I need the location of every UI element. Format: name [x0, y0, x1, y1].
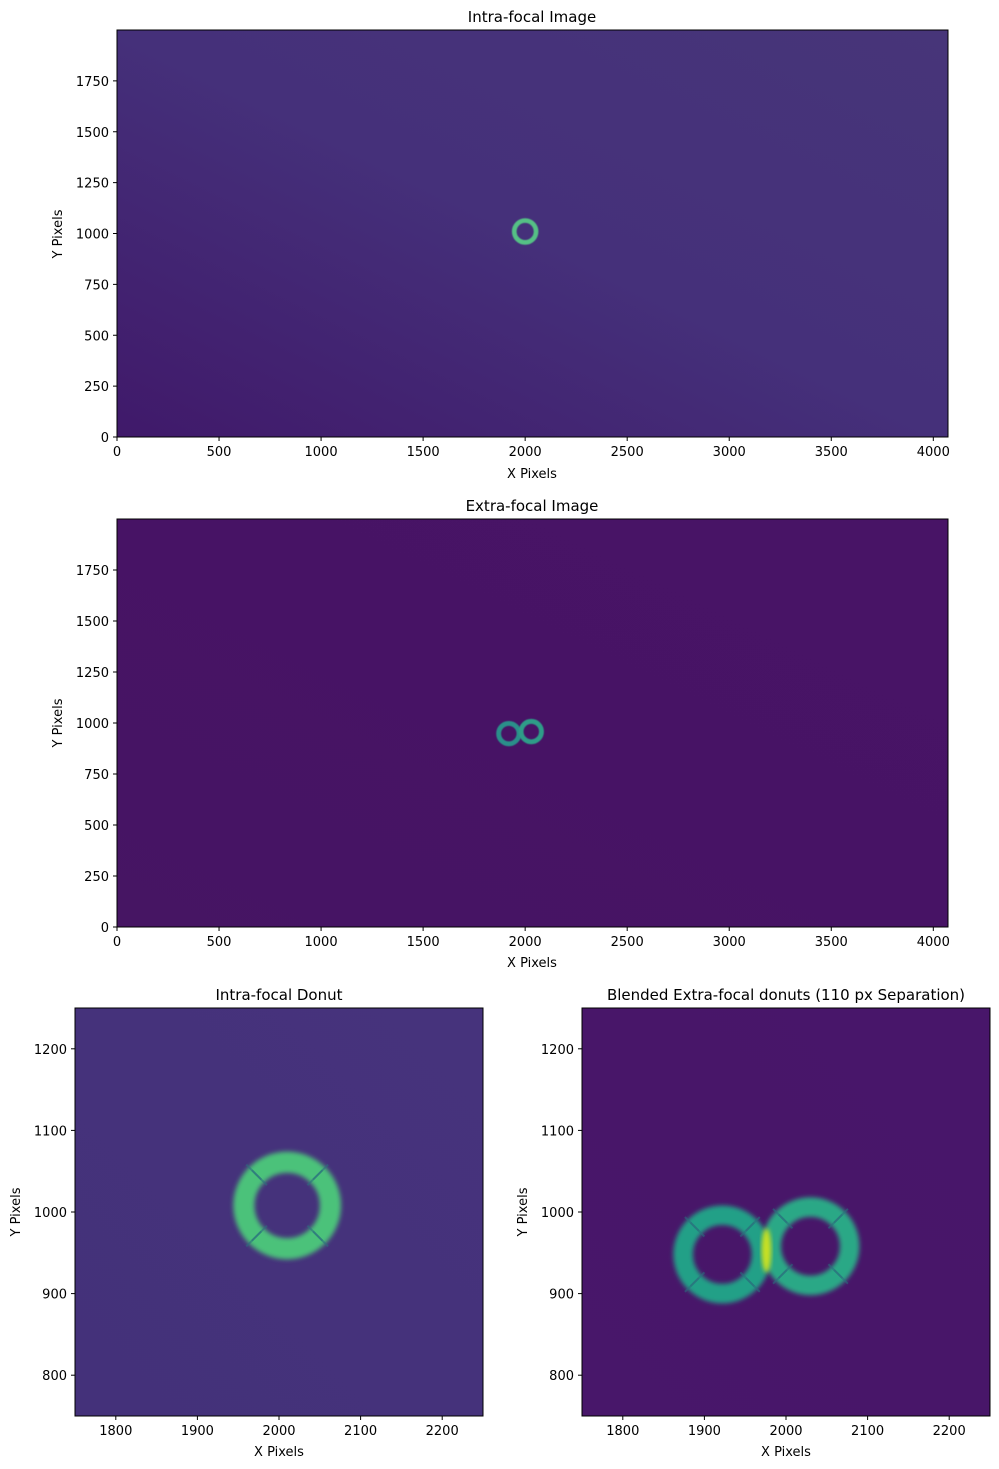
- x-tick-label: 1900: [181, 1424, 214, 1439]
- image-area: [117, 519, 948, 927]
- y-tick-label: 1000: [34, 1206, 67, 1221]
- y-tick-label: 0: [101, 431, 109, 446]
- panel-title: Intra-focal Image: [468, 8, 596, 26]
- y-tick-label: 750: [84, 768, 109, 783]
- panel-title: Blended Extra-focal donuts (110 px Separ…: [607, 986, 965, 1004]
- x-tick-label: 4000: [917, 445, 950, 460]
- panel-extra-donuts: Blended Extra-focal donuts (110 px Separ…: [516, 986, 991, 1460]
- x-tick-label: 2000: [509, 935, 542, 950]
- vane-shadow-4-2: [745, 1277, 761, 1293]
- x-tick-label: 500: [207, 935, 232, 950]
- x-tick-label: 2000: [509, 445, 542, 460]
- y-tick-label: 500: [84, 329, 109, 344]
- image-background: [75, 1008, 483, 1416]
- y-axis-label: Y Pixels: [9, 1187, 24, 1237]
- y-axis-label: Y Pixels: [516, 1187, 531, 1237]
- overlap-region: [761, 1228, 772, 1273]
- y-tick-label: 1750: [76, 75, 109, 90]
- x-axis-label: X Pixels: [507, 467, 557, 482]
- y-tick-label: 800: [549, 1369, 574, 1384]
- y-tick-label: 250: [84, 380, 109, 395]
- vane-shadow-2-2: [772, 1208, 788, 1224]
- panel-title: Extra-focal Image: [466, 497, 599, 515]
- x-tick-label: 3500: [815, 445, 848, 460]
- panel-intra-image: Intra-focal Image Y Pixels X Pixels 0 500…: [51, 8, 950, 482]
- panel-title: Intra-focal Donut: [215, 986, 342, 1004]
- y-tick-label: 1250: [76, 177, 109, 192]
- x-tick-label: 2200: [933, 1424, 966, 1439]
- x-tick-label: 1000: [305, 935, 338, 950]
- y-tick-label: 800: [42, 1369, 67, 1384]
- vane-shadow-2-2: [684, 1216, 700, 1232]
- x-tick-label: 2500: [611, 935, 644, 950]
- y-tick-label: 1100: [541, 1124, 574, 1139]
- y-tick-label: 1200: [541, 1043, 574, 1058]
- image-area: [582, 1008, 990, 1416]
- x-tick-label: 4000: [917, 935, 950, 950]
- y-tick-label: 0: [101, 921, 109, 936]
- vane-shadow-1-2: [306, 1169, 324, 1186]
- y-tick-label: 250: [84, 870, 109, 885]
- y-tick-label: 1500: [76, 126, 109, 141]
- x-tick-label: 3000: [713, 445, 746, 460]
- x-tick-label: 2500: [611, 445, 644, 460]
- donut-ring-2: [518, 718, 544, 745]
- donut-ring-2: [761, 1197, 860, 1296]
- y-tick-label: 1200: [34, 1043, 67, 1058]
- x-tick-label: 2100: [851, 1424, 884, 1439]
- x-tick-label: 1900: [688, 1424, 721, 1439]
- panel-extra-image: Extra-focal Image Y Pixels X Pixels 0 500…: [51, 497, 950, 971]
- y-axis-label: Y Pixels: [51, 698, 66, 748]
- x-tick-label: 1500: [407, 445, 440, 460]
- y-tick-label: 1000: [541, 1206, 574, 1221]
- vane-shadow-3-2: [251, 1225, 268, 1242]
- y-tick-label: 750: [84, 278, 109, 293]
- x-axis-label: X Pixels: [254, 1445, 304, 1460]
- y-tick-label: 900: [549, 1288, 574, 1303]
- vane-shadow-1-2: [739, 1221, 755, 1238]
- x-tick-label: 0: [113, 935, 121, 950]
- image-area: [75, 1008, 483, 1416]
- x-tick-label: 2200: [426, 1424, 459, 1439]
- donut-ring-1: [673, 1205, 772, 1304]
- image-area: [117, 30, 948, 437]
- vane-shadow-1-2: [827, 1213, 843, 1230]
- y-tick-label: 900: [42, 1288, 67, 1303]
- x-tick-label: 1000: [305, 445, 338, 460]
- vane-shadow-4-2: [312, 1230, 329, 1248]
- y-tick-label: 500: [84, 819, 109, 834]
- x-tick-label: 3000: [713, 935, 746, 950]
- x-axis-label: X Pixels: [507, 956, 557, 971]
- y-tick-label: 1000: [76, 228, 109, 243]
- panel-intra-donut: Intra-focal Donut Y Pixels X Pixels 1800…: [9, 986, 484, 1460]
- y-tick-label: 1000: [76, 717, 109, 732]
- vane-shadow-2-2: [245, 1163, 262, 1181]
- y-tick-label: 1500: [76, 615, 109, 630]
- y-tick-label: 1750: [76, 564, 109, 579]
- donut-ring-1: [233, 1151, 342, 1260]
- x-axis-label: X Pixels: [761, 1445, 811, 1460]
- y-tick-label: 1100: [34, 1124, 67, 1139]
- x-tick-label: 2000: [769, 1424, 802, 1439]
- x-tick-label: 1800: [606, 1424, 639, 1439]
- vane-shadow-4-2: [833, 1269, 849, 1285]
- x-tick-label: 2000: [262, 1424, 295, 1439]
- x-tick-label: 1500: [407, 935, 440, 950]
- x-tick-label: 500: [207, 445, 232, 460]
- x-tick-label: 2100: [344, 1424, 377, 1439]
- x-tick-label: 1800: [99, 1424, 132, 1439]
- donut-ring-1: [511, 218, 539, 245]
- image-background: [117, 30, 948, 437]
- y-axis-label: Y Pixels: [51, 209, 66, 259]
- vane-shadow-3-2: [689, 1271, 706, 1287]
- y-tick-label: 1250: [76, 666, 109, 681]
- vane-shadow-3-2: [777, 1263, 794, 1279]
- x-tick-label: 0: [113, 445, 121, 460]
- x-tick-label: 3500: [815, 935, 848, 950]
